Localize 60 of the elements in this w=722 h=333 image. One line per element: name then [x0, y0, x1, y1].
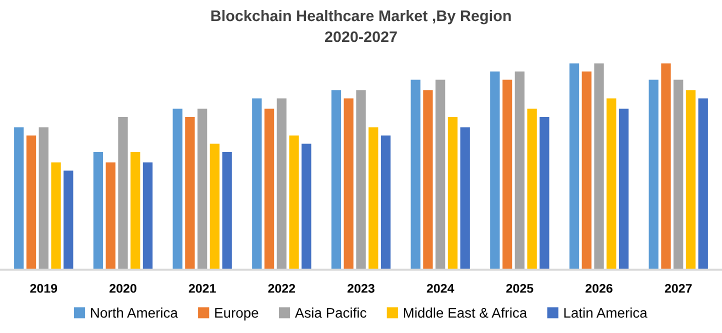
x-tick-label: 2021: [188, 284, 216, 293]
bar: [423, 90, 433, 270]
bar: [264, 108, 274, 270]
bar: [490, 72, 500, 270]
bar: [130, 152, 140, 270]
x-tick-label: 2024: [426, 284, 454, 293]
bar: [410, 80, 420, 270]
bar: [514, 72, 525, 270]
bar: [14, 127, 24, 270]
bar: [540, 116, 550, 270]
bar: [686, 90, 696, 270]
legend-label: Latin America: [564, 308, 648, 318]
bar: [618, 108, 629, 270]
x-tick-label: 2023: [348, 284, 374, 293]
bar: [448, 116, 458, 270]
bar: [527, 108, 537, 270]
bar: [197, 108, 208, 270]
bar: [26, 136, 36, 270]
x-tick-label: 2020: [110, 284, 136, 293]
bar: [38, 127, 48, 270]
bar: [698, 98, 708, 270]
x-tick-label: 2027: [664, 284, 692, 293]
x-tick-label: 2025: [506, 284, 534, 293]
legend-label: Asia Pacific: [294, 308, 366, 318]
bar: [674, 80, 684, 270]
bar: [582, 72, 592, 270]
bar: [356, 90, 366, 270]
bar: [93, 152, 104, 270]
bar: [276, 98, 286, 270]
legend-label: Europe: [215, 308, 258, 320]
bar: [142, 162, 153, 270]
bar: [594, 63, 604, 270]
bar: [210, 144, 220, 270]
bar: [172, 108, 182, 270]
bar: [222, 152, 232, 270]
bar: [380, 136, 391, 270]
legend-label: North America: [91, 308, 178, 318]
bar: [606, 98, 616, 270]
bar: [118, 116, 128, 270]
bar: [648, 80, 658, 270]
bar: [368, 127, 378, 270]
bar: [252, 98, 262, 270]
chart-title: Blockchain Healthcare Market ,By Region 2020-2027: [211, 10, 511, 42]
bar: [460, 127, 470, 270]
bar: [289, 136, 299, 270]
bar: [436, 80, 446, 270]
x-tick-label: 2019: [30, 284, 58, 293]
bar: [64, 170, 74, 270]
x-tick-label: 2026: [586, 284, 612, 293]
bar: [106, 162, 116, 270]
bar: [661, 63, 671, 270]
bar: [502, 80, 512, 270]
bar: [185, 116, 195, 270]
bar: [569, 63, 580, 270]
bar: [344, 98, 354, 270]
legend-label: Middle East & Africa: [404, 308, 528, 318]
bar: [331, 90, 342, 270]
x-tick-label: 2022: [268, 284, 296, 293]
bar: [302, 144, 312, 270]
bar: [51, 162, 61, 270]
